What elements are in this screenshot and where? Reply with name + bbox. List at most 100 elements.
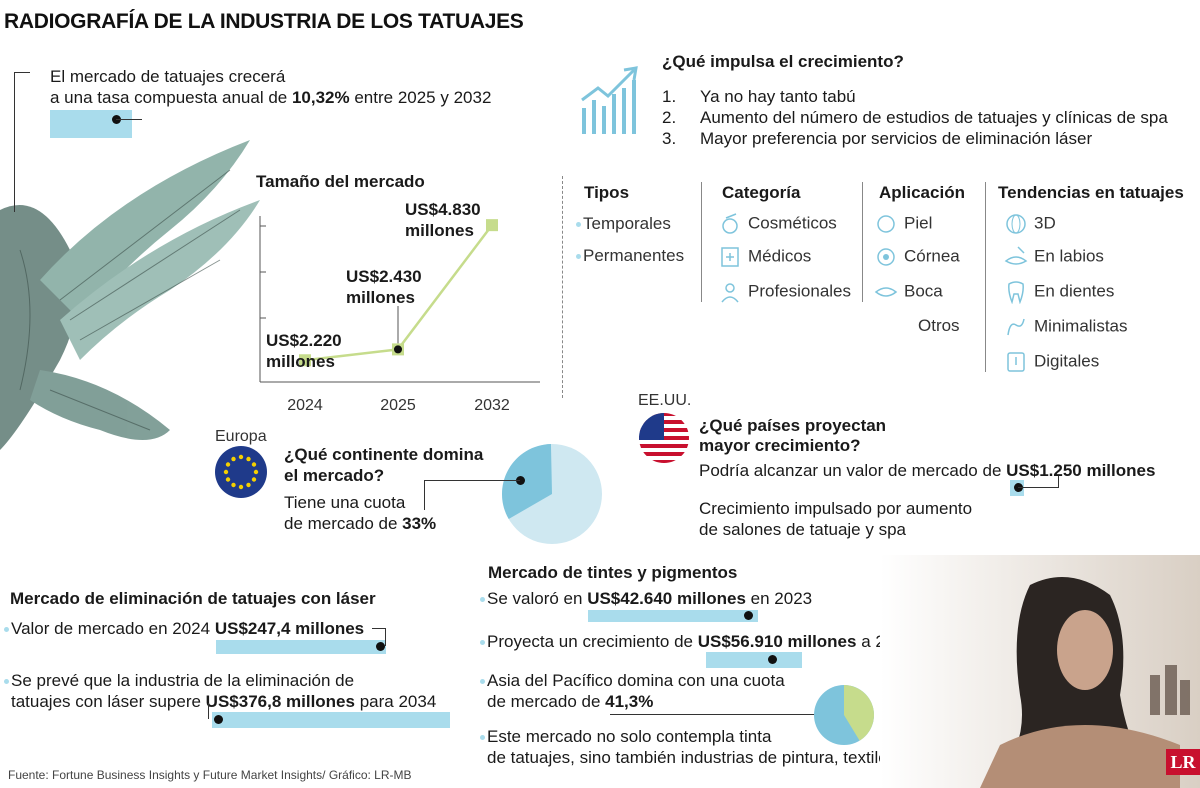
bullet-dot [480,735,485,741]
dyes-item3-value: 41,3% [605,692,654,711]
dyes-dot [744,611,753,620]
x-tick-label: 2032 [474,397,510,414]
growth-item-num: 1. [662,87,677,106]
dyes-item1-post: en 2023 [745,589,813,608]
usa-value: US$1.250 millones [1006,461,1156,480]
tendencias-item-label: Minimalistas [1034,316,1128,336]
bullet-dot [480,597,485,603]
dyes-item3-line: Asia del Pacífico domina con una cuota [487,671,785,690]
aplicacion-item-label: Córnea [904,246,960,266]
eu-star [246,456,251,462]
usa-heading-line: mayor crecimiento? [699,436,861,455]
tipos-item: Permanentes [576,246,684,266]
bird-illustration [0,140,260,450]
cagr-leader [116,119,142,120]
europe-share-pie [502,444,602,544]
laser-dot [376,642,385,651]
cagr-line2: a una tasa compuesta anual de 10,32% ent… [50,87,491,108]
laser-bar-2034 [212,712,450,728]
usa-label: EE.UU. [638,392,692,409]
europe-text-line: Tiene una cuota [284,493,406,512]
globe-3d-icon [1006,214,1026,234]
europe-share: 33% [402,514,437,533]
growth-item-text: Aumento del número de estudios de tatuaj… [700,108,1168,127]
laser-heading: Mercado de eliminación de tatuajes con l… [10,589,376,608]
aplicacion-item: Otros [918,316,960,336]
tendencias-item: En dientes [1004,280,1114,304]
data-point-2032 [486,219,498,232]
laser-leader [208,703,209,719]
data-label-2025: US$2.430 millones [346,266,422,308]
tendencias-item-label: En dientes [1034,281,1115,301]
laser-item2-post: para 2034 [354,692,437,711]
europe-text-pre: de mercado de [284,514,403,533]
laser-item1-pre: Valor de mercado en 2024 [11,619,215,638]
dyes-item3: Asia del Pacífico domina con una cuota de… [480,670,785,712]
lips-icon [874,287,898,297]
usa-value-line: Podría alcanzar un valor de mercado de U… [699,460,1155,481]
growth-heading: ¿Qué impulsa el crecimiento? [662,52,904,71]
tooth-icon [1008,281,1024,304]
usa-leader [1058,476,1059,488]
aplicacion-item-label: Otros [918,316,960,335]
laser-item1: Valor de mercado en 2024 US$247,4 millon… [4,618,364,639]
eu-star [251,477,257,482]
tendencias-item-label: Digitales [1034,351,1100,371]
data-label-amount: US$2.430 [346,267,422,286]
asia-share-pie [814,685,874,745]
tendencias-item: En labios [1004,245,1104,269]
bullet-dot [576,254,581,260]
eu-star [246,482,251,488]
bullet-dot [480,679,485,685]
cagr-rate: 10,32% [291,88,350,107]
tipos-item: Temporales [576,214,671,234]
categoria-heading: Categoría [722,183,801,202]
dyes-item3-pre: de mercado de [487,692,606,711]
tendencias-heading: Tendencias en tatuajes [998,183,1184,202]
laser-item2-pre: tatuajes con láser supere [11,692,206,711]
growth-item: 1. Ya no hay tanto tabú [662,86,1168,107]
x-tick-label: 2025 [380,397,416,414]
laser-dot [214,715,223,724]
usa-text-line: Crecimiento impulsado por aumento [699,499,973,518]
europe-label: Europa [215,428,267,445]
cosmetics-icon [722,213,738,234]
cagr-post: entre 2025 y 2032 [349,88,492,107]
aplicacion-item: Córnea [874,245,960,269]
europe-heading-line: el mercado? [284,466,385,485]
growth-item-text: Mayor preferencia por servicios de elimi… [700,129,1093,148]
categoria-item: Cosméticos [718,212,837,236]
europe-heading-line: ¿Qué continente domina [284,445,484,464]
laser-item1-value: US$247,4 millones [214,619,365,638]
categoria-item: Profesionales [718,280,851,304]
eu-star [251,462,257,467]
dyes-item2: Proyecta un crecimiento de US$56.910 mil… [480,631,913,652]
bullet-dot [576,222,581,228]
europe-leader [424,480,520,481]
eu-star [238,454,244,460]
categoria-item: Médicos [718,245,811,269]
tendencias-item: Minimalistas [1004,315,1128,339]
asia-pie-share-slice [844,685,874,741]
dyes-item4-line: Este mercado no solo contempla tinta [487,727,772,746]
page-title: RADIOGRAFÍA DE LA INDUSTRIA DE LOS TATUA… [4,10,524,33]
growth-item-text: Ya no hay tanto tabú [700,87,856,106]
us-flag-icon [639,413,689,463]
growth-item-num: 2. [662,108,677,127]
data-label-unit: millones [405,221,474,240]
aplicacion-heading: Aplicación [879,183,965,202]
market-size-chart: 2024 2025 2032 [259,216,540,414]
bullet-dot [4,679,9,685]
dyes-heading: Mercado de tintes y pigmentos [488,563,738,582]
laser-item2: Se prevé que la industria de la eliminac… [4,670,436,712]
usa-heading-line: ¿Qué países proyectan [699,416,887,435]
laser-bar-2024 [216,640,386,654]
dyes-item1: Se valoró en US$42.640 millones en 2023 [480,588,812,609]
digital-icon [1007,352,1025,372]
usa-heading: ¿Qué países proyectan mayor crecimiento? [699,416,886,456]
cagr-bar [50,110,132,138]
professional-icon [721,283,739,303]
tipos-heading: Tipos [584,183,630,202]
aplicacion-item-label: Boca [904,281,943,301]
categoria-item-label: Médicos [748,246,812,266]
